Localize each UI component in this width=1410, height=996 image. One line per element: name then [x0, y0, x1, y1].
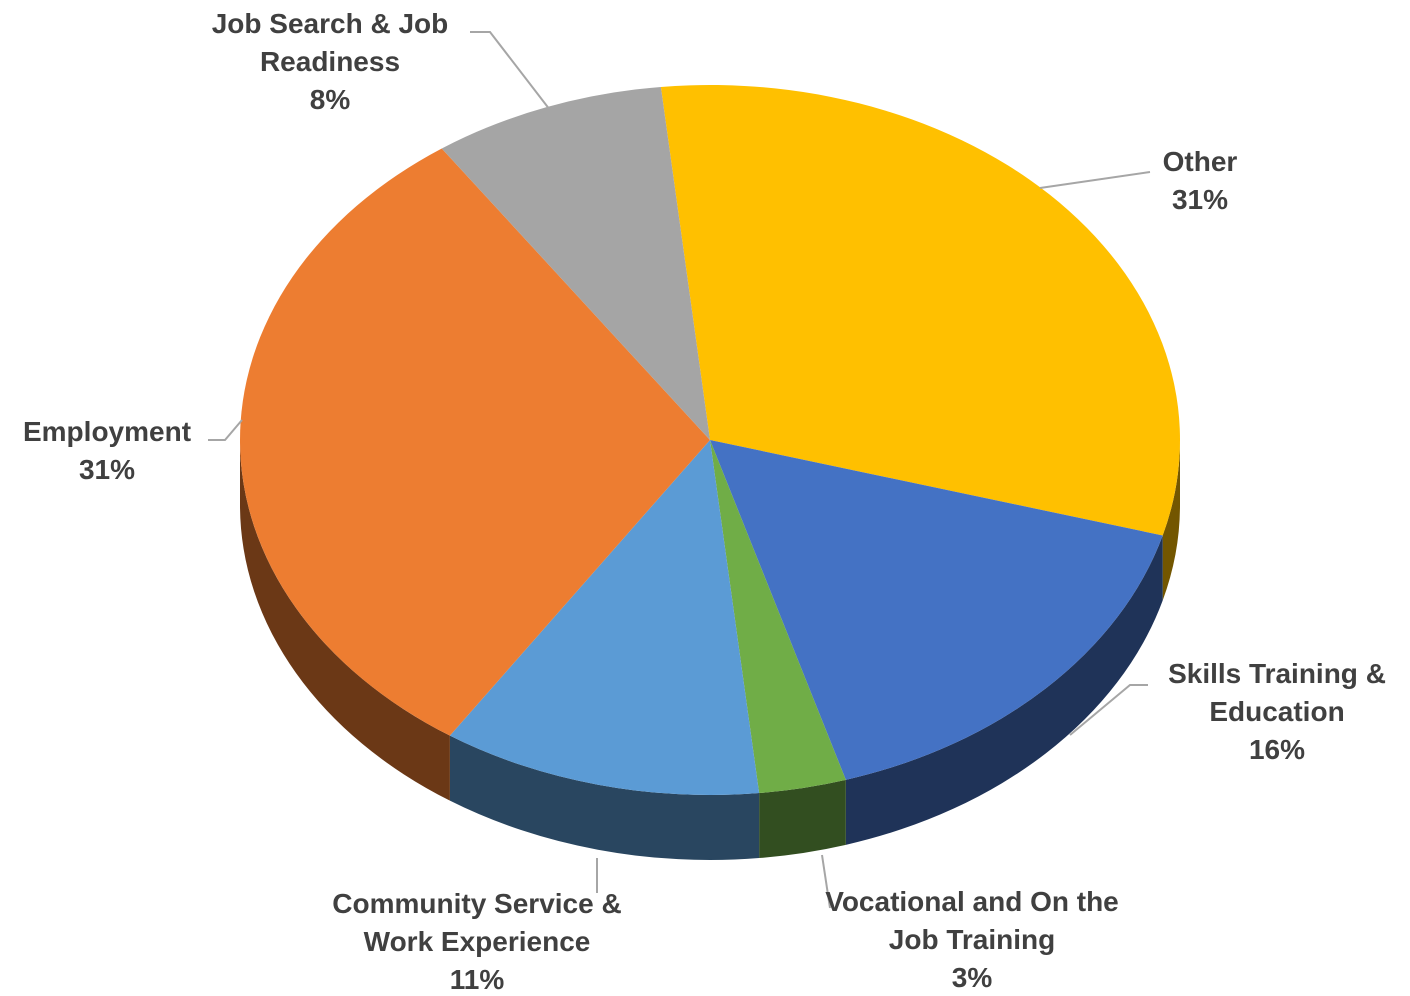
category-name: Other — [1162, 146, 1238, 177]
slice-label: Employment 31% — [7, 413, 207, 489]
slice-label: Other 31% — [1125, 143, 1275, 219]
slice — [660, 85, 1180, 536]
slice-side — [449, 735, 760, 860]
slice-side — [759, 779, 846, 859]
value-label: 31% — [78, 454, 136, 485]
slice — [449, 440, 760, 795]
slice-label: Community Service & Work Experience 11% — [317, 885, 637, 996]
slice — [710, 440, 1163, 780]
leader-line — [208, 419, 243, 441]
slice — [441, 86, 710, 440]
slice — [710, 440, 846, 794]
value-label: 11% — [449, 964, 505, 995]
slice — [240, 148, 710, 736]
slice-label: Vocational and On the Job Training 3% — [822, 883, 1122, 996]
slice-side — [239, 440, 450, 801]
slice-label: Job Search & Job Readiness 8% — [185, 5, 475, 119]
slice-side — [1162, 440, 1180, 601]
leader-line — [470, 31, 551, 111]
category-name: Community Service & Work Experience — [332, 888, 622, 957]
category-name: Vocational and On the Job Training — [825, 886, 1119, 955]
category-name: Employment — [22, 416, 192, 447]
slice-label: Skills Training & Education 16% — [1142, 655, 1410, 769]
value-label: 3% — [951, 962, 993, 993]
category-name: Skills Training & Education — [1168, 658, 1386, 727]
category-name: Job Search & Job Readiness — [211, 8, 449, 77]
leader-line — [1039, 171, 1151, 189]
value-label: 8% — [309, 84, 351, 115]
value-label: 31% — [1171, 184, 1229, 215]
slice-side — [845, 535, 1163, 845]
value-label: 16% — [1248, 734, 1306, 765]
leader-line — [821, 854, 831, 909]
leader-line — [1069, 684, 1148, 736]
